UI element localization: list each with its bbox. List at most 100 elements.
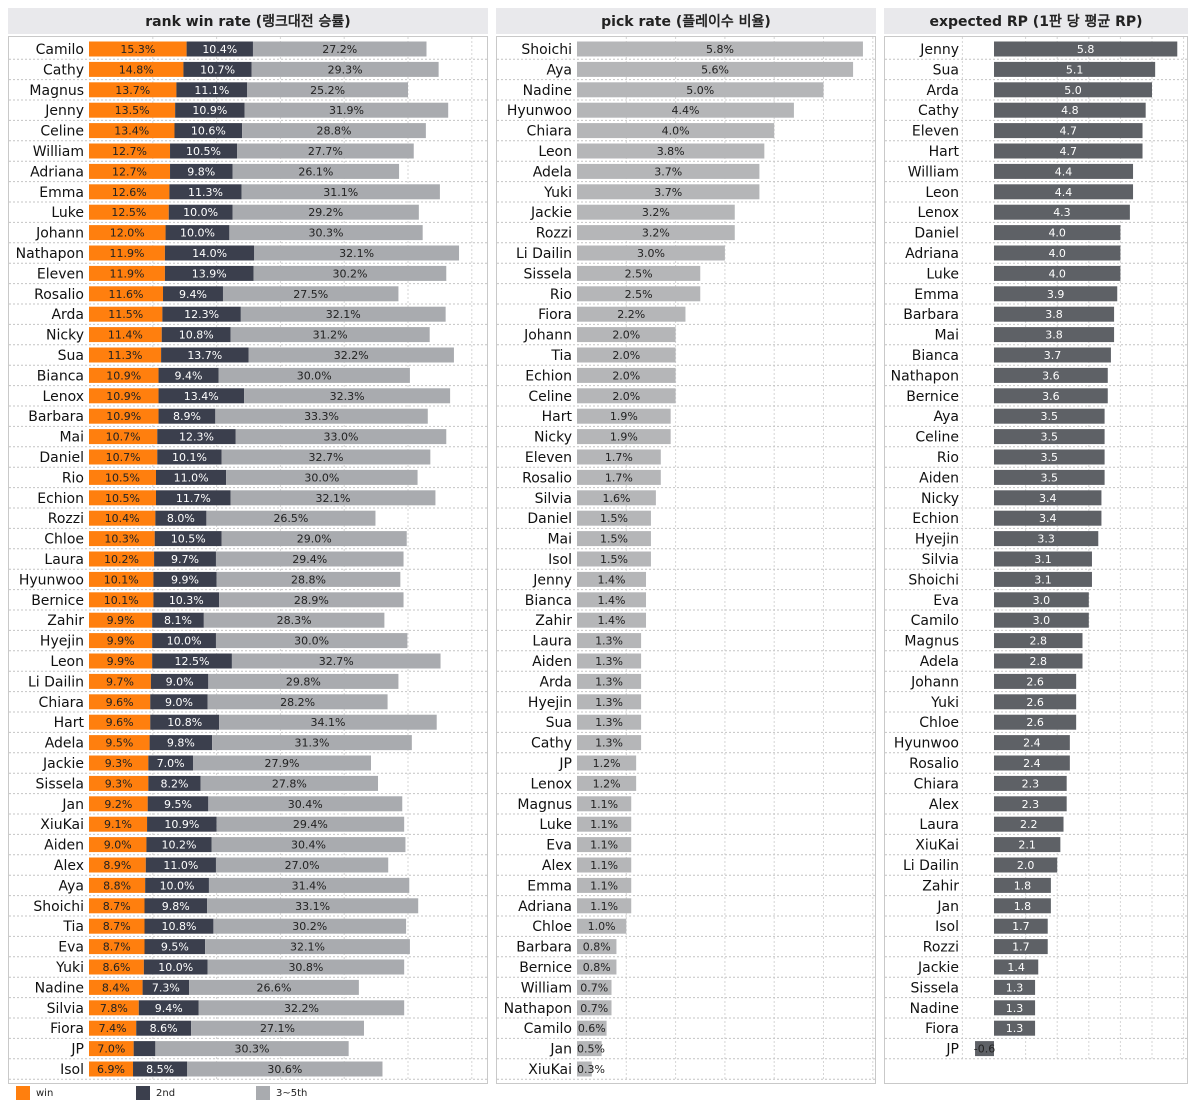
win-label-rio: Rio <box>62 470 84 486</box>
pick-value-magnus: 1.1% <box>590 798 618 811</box>
win-label-nathapon: Nathapon <box>16 246 84 262</box>
rp-label-rosalio: Rosalio <box>909 756 959 772</box>
rp-bar-emma <box>994 286 1118 302</box>
win-value-third-daniel: 32.7% <box>309 451 344 464</box>
pick-bar-fiora <box>577 306 686 322</box>
win-bar-second-bianca <box>158 367 219 383</box>
pick-label-isol: Isol <box>548 552 572 568</box>
win-bar-win-rozzi <box>89 510 156 526</box>
win-value-third-emma: 31.1% <box>323 186 358 199</box>
rp-value-magnus: 2.8 <box>1029 635 1047 648</box>
rp-label-chiara: Chiara <box>914 776 959 792</box>
win-value-third-barbara: 33.3% <box>304 410 339 423</box>
rp-bar-chloe <box>994 714 1077 730</box>
rp-label-eleven: Eleven <box>912 124 959 140</box>
rp-label-shoichi: Shoichi <box>908 572 959 588</box>
pick-value-adriana: 1.1% <box>590 900 618 913</box>
rp-label-aiden: Aiden <box>919 470 959 486</box>
win-bar-third-mai <box>235 429 447 445</box>
pick-label-nicky: Nicky <box>534 430 572 446</box>
win-bar-win-alex <box>89 857 146 873</box>
pick-value-eva: 1.1% <box>590 839 618 852</box>
pick-bar-laura <box>577 633 642 649</box>
pick-label-william: William <box>521 980 572 996</box>
win-bar-third-alex <box>215 857 389 873</box>
win-label-laura: Laura <box>44 552 84 568</box>
win-value-win-bernice: 10.1% <box>104 594 139 607</box>
rp-bar-rozzi <box>994 939 1048 955</box>
rp-value-shoichi: 3.1 <box>1034 573 1052 586</box>
rp-value-william: 4.4 <box>1055 165 1073 178</box>
pick-label-hart: Hart <box>542 409 573 425</box>
rp-label-alex: Alex <box>929 797 959 813</box>
win-label-arda: Arda <box>51 307 84 323</box>
win-value-second-yuki: 10.0% <box>158 961 193 974</box>
win-label-bernice: Bernice <box>31 593 84 609</box>
win-rate-title: rank win rate (랭크대전 승률) <box>8 8 488 34</box>
pick-value-johann: 2.0% <box>612 329 640 342</box>
rp-label-bianca: Bianca <box>912 348 959 364</box>
win-label-chloe: Chloe <box>44 532 84 548</box>
win-label-aya: Aya <box>59 878 85 894</box>
win-value-win-nicky: 11.4% <box>108 329 143 342</box>
pick-bar-luke <box>577 816 632 832</box>
pick-bar-johann <box>577 327 676 343</box>
pick-bar-barbara <box>577 939 617 955</box>
win-bar-win-isol <box>89 1061 134 1077</box>
win-label-chiara: Chiara <box>39 695 84 711</box>
win-bar-third-tia <box>213 918 407 934</box>
win-value-third-cathy: 29.3% <box>328 63 363 76</box>
pick-bar-nathapon <box>577 1000 612 1016</box>
win-label-jackie: Jackie <box>42 756 84 772</box>
pick-value-fiora: 2.2% <box>617 308 645 321</box>
win-value-second-isol: 8.5% <box>146 1063 174 1076</box>
pick-value-laura: 1.3% <box>595 635 623 648</box>
win-label-cathy: Cathy <box>43 62 84 78</box>
legend-item-win: win <box>16 1086 53 1100</box>
pick-bar-cathy <box>577 735 642 751</box>
win-bar-win-nicky <box>89 327 162 343</box>
pick-value-eleven: 1.7% <box>605 451 633 464</box>
win-value-second-sua: 13.7% <box>187 349 222 362</box>
win-value-second-hyunwoo: 9.9% <box>171 573 199 586</box>
win-label-johann: Johann <box>35 226 84 242</box>
legend-swatch-2nd <box>136 1086 150 1100</box>
pick-value-aiden: 1.3% <box>595 655 623 668</box>
rp-bar-sissela <box>994 979 1036 995</box>
pick-value-jenny: 1.4% <box>598 573 626 586</box>
win-value-win-rosalio: 11.6% <box>109 288 144 301</box>
pick-value-rosalio: 1.7% <box>605 471 633 484</box>
pick-label-alex: Alex <box>542 858 572 874</box>
win-value-win-isol: 6.9% <box>97 1063 125 1076</box>
win-bar-win-hart <box>89 714 151 730</box>
win-bar-second-rozzi <box>155 510 207 526</box>
win-bar-win-leon <box>89 653 153 669</box>
pick-value-aya: 5.6% <box>701 63 729 76</box>
win-bar-second-jp <box>133 1041 156 1057</box>
rp-label-fiora: Fiora <box>925 1021 959 1037</box>
pick-value-jp: 1.2% <box>593 757 621 770</box>
rp-bar-isol <box>994 918 1048 934</box>
win-bar-win-eleven <box>89 265 165 281</box>
panel-expected-rp: expected RP (1판 당 평균 RP) Jenny Sua Arda Cat… <box>884 8 1189 1084</box>
win-bar-third-nadine <box>189 979 359 995</box>
win-bar-third-sua <box>248 347 454 363</box>
pick-label-rozzi: Rozzi <box>536 226 572 242</box>
win-value-third-celine: 28.8% <box>317 125 352 138</box>
win-value-third-hyejin: 30.0% <box>294 635 329 648</box>
win-bar-second-nadine <box>142 979 190 995</box>
win-bar-second-william <box>170 143 238 159</box>
pick-bar-emma <box>577 877 632 893</box>
win-label-shoichi: Shoichi <box>33 899 84 915</box>
win-value-win-alex: 8.9% <box>103 859 131 872</box>
pick-label-fiora: Fiora <box>538 307 572 323</box>
rp-bar-bernice <box>994 388 1108 404</box>
win-value-second-xiukai: 10.9% <box>164 818 199 831</box>
win-bar-second-cathy <box>183 61 252 77</box>
win-value-third-jan: 30.4% <box>288 798 323 811</box>
win-value-third-nicky: 31.2% <box>313 329 348 342</box>
win-value-win-aya: 8.8% <box>103 879 131 892</box>
win-value-win-aiden: 9.0% <box>104 839 132 852</box>
win-value-third-jenny: 31.9% <box>329 104 364 117</box>
win-bar-second-celine <box>174 123 243 139</box>
